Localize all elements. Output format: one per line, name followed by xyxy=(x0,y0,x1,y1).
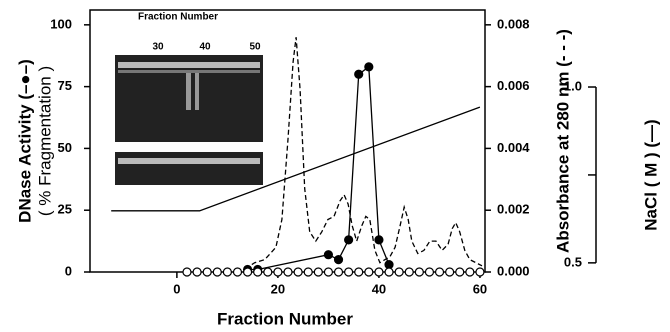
data-point xyxy=(365,63,373,71)
data-point xyxy=(183,268,191,276)
data-point xyxy=(284,268,292,276)
y-tick-label: 0 xyxy=(65,263,72,278)
data-point xyxy=(415,268,423,276)
data-point xyxy=(324,251,332,259)
data-point xyxy=(456,268,464,276)
y2-axis-title: Absorbance at 280 nm (- - -) xyxy=(553,29,572,253)
data-point xyxy=(446,268,454,276)
data-point xyxy=(304,268,312,276)
data-point xyxy=(294,268,302,276)
x-tick-label: 20 xyxy=(271,281,285,296)
x-tick-label: 0 xyxy=(173,281,180,296)
data-point xyxy=(274,268,282,276)
gel-bottom xyxy=(115,152,263,185)
data-point xyxy=(264,268,272,276)
data-point xyxy=(385,268,393,276)
x-tick-label: 60 xyxy=(473,281,487,296)
y2-tick-label: 0.000 xyxy=(497,263,530,278)
y3-tick-label: 1.0 xyxy=(564,78,582,93)
x-axis-title: Fraction Number xyxy=(217,309,353,328)
series-line xyxy=(248,67,389,270)
y2-tick-label: 0.006 xyxy=(497,78,530,93)
x-tick-label: 40 xyxy=(372,281,386,296)
data-point xyxy=(425,268,433,276)
data-point xyxy=(375,268,383,276)
data-point xyxy=(233,268,241,276)
y2-tick-label: 0.002 xyxy=(497,202,530,217)
data-point xyxy=(395,268,403,276)
data-point xyxy=(365,268,373,276)
inset-label: 40 xyxy=(199,42,211,53)
y3-tick-label: 0.5 xyxy=(564,254,582,269)
data-point xyxy=(385,261,393,269)
data-point xyxy=(345,236,353,244)
y-axis-subtitle: ( % Fragmentation ) xyxy=(35,66,54,216)
data-point xyxy=(466,268,474,276)
data-point xyxy=(324,268,332,276)
data-point xyxy=(314,268,322,276)
data-point xyxy=(223,268,231,276)
y3-axis-title: NaCl ( M ) (—) xyxy=(641,119,660,230)
data-point xyxy=(203,268,211,276)
data-point xyxy=(335,268,343,276)
data-point xyxy=(476,268,484,276)
data-point xyxy=(193,268,201,276)
y-axis-title: DNase Activity (–●–) xyxy=(15,59,34,223)
y2-tick-label: 0.008 xyxy=(497,16,530,31)
data-point xyxy=(213,268,221,276)
inset-label: 30 xyxy=(152,42,164,53)
inset-title: Fraction Number xyxy=(138,12,218,23)
data-point xyxy=(254,268,262,276)
data-point xyxy=(345,268,353,276)
y-tick-label: 75 xyxy=(58,78,72,93)
y-tick-label: 25 xyxy=(58,202,72,217)
data-point xyxy=(244,268,252,276)
chart: Fraction Number 30 40 50 Fraction Number… xyxy=(0,0,670,332)
inset-label: 50 xyxy=(249,42,261,53)
series-line xyxy=(245,37,482,269)
data-point xyxy=(375,236,383,244)
gel-inset: Fraction Number 30 40 50 xyxy=(115,12,263,185)
data-point xyxy=(335,256,343,264)
y2-tick-label: 0.004 xyxy=(497,140,530,155)
data-point xyxy=(355,268,363,276)
data-point xyxy=(355,70,363,78)
data-point xyxy=(405,268,413,276)
y-tick-label: 50 xyxy=(58,140,72,155)
data-point xyxy=(436,268,444,276)
y-tick-label: 100 xyxy=(50,16,72,31)
